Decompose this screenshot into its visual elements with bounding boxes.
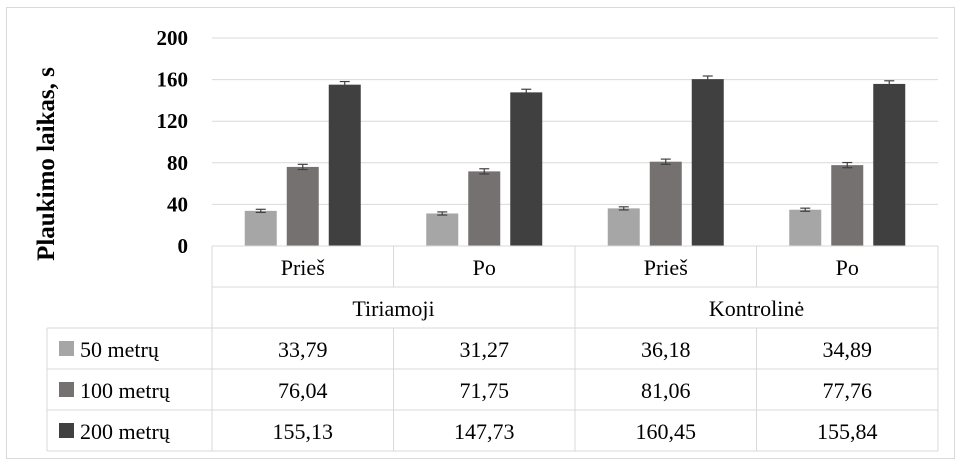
bar <box>607 208 640 246</box>
bar <box>286 166 319 246</box>
y-axis-title: Plaukimo laikas, s <box>33 67 60 261</box>
group-label: Tiriamoji <box>352 296 434 321</box>
legend-label: 100 metrų <box>80 378 171 403</box>
legend-key <box>59 341 74 356</box>
data-label: 33,79 <box>278 337 328 362</box>
y-tick-label: 160 <box>157 68 189 92</box>
category-label: Po <box>473 255 496 280</box>
data-label: 76,04 <box>278 378 328 403</box>
category-label: Po <box>836 255 859 280</box>
bar <box>328 84 361 247</box>
bar <box>691 79 724 246</box>
legend-key <box>59 423 74 438</box>
data-label: 155,84 <box>817 419 878 444</box>
category-label: Prieš <box>281 255 325 280</box>
y-tick-label: 200 <box>157 26 189 50</box>
bar <box>789 209 822 246</box>
data-label: 147,73 <box>454 419 515 444</box>
bar <box>873 83 906 247</box>
data-label: 81,06 <box>641 378 691 403</box>
y-tick-label: 40 <box>167 192 188 216</box>
bar <box>426 213 459 246</box>
y-tick-label: 0 <box>178 234 189 258</box>
bar <box>649 161 682 246</box>
data-label: 71,75 <box>460 378 510 403</box>
data-label: 31,27 <box>460 337 510 362</box>
bar <box>468 171 501 246</box>
bar <box>831 165 864 246</box>
legend-key <box>59 382 74 397</box>
data-label: 77,76 <box>823 378 873 403</box>
data-label: 155,13 <box>273 419 334 444</box>
data-label: 34,89 <box>823 337 873 362</box>
bar <box>244 210 277 246</box>
legend-label: 200 metrų <box>80 419 171 444</box>
group-label: Kontrolinė <box>709 296 804 321</box>
legend-label: 50 metrų <box>80 337 160 362</box>
data-label: 36,18 <box>641 337 691 362</box>
y-tick-label: 80 <box>167 151 188 175</box>
data-label: 160,45 <box>636 419 697 444</box>
bar <box>510 92 543 246</box>
category-label: Prieš <box>644 255 688 280</box>
y-tick-label: 120 <box>157 109 189 133</box>
